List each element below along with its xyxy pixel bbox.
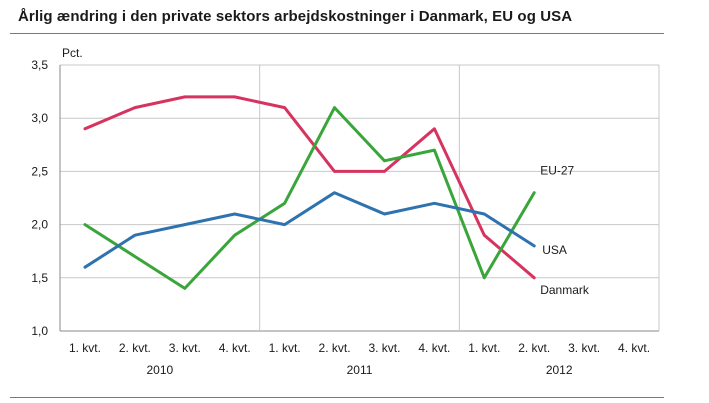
series-line-usa (83, 191, 536, 269)
chart-title: Årlig ændring i den private sektors arbe… (18, 8, 573, 25)
series-line-danmark (83, 95, 536, 280)
x-tick-label: 1. kvt. (69, 341, 101, 355)
y-tick-label: 1,5 (31, 271, 48, 285)
year-label: 2012 (546, 363, 573, 377)
series-label-danmark: Danmark (540, 283, 590, 297)
series-label-eu-27: EU-27 (540, 164, 574, 178)
y-tick-label: 2,5 (31, 164, 48, 178)
series-label-usa: USA (542, 243, 567, 257)
x-tick-label: 1. kvt. (468, 341, 500, 355)
x-tick-label: 4. kvt. (219, 341, 251, 355)
x-tick-label: 3. kvt. (169, 341, 201, 355)
year-label: 2011 (347, 363, 373, 377)
series-line-eu-27 (83, 106, 536, 290)
title-rule (10, 33, 664, 34)
x-tick-label: 4. kvt. (418, 341, 450, 355)
y-tick-label: 2,0 (31, 218, 48, 232)
x-tick-label: 4. kvt. (618, 341, 650, 355)
x-tick-label: 3. kvt. (368, 341, 400, 355)
x-tick-label: 3. kvt. (568, 341, 600, 355)
y-tick-label: 3,0 (31, 111, 48, 125)
y-tick-label: 3,5 (31, 58, 48, 72)
x-tick-label: 2. kvt. (319, 341, 351, 355)
x-tick-label: 2. kvt. (518, 341, 550, 355)
y-tick-label: 1,0 (31, 324, 48, 338)
bottom-rule (10, 397, 664, 398)
year-label: 2010 (146, 363, 173, 377)
x-tick-label: 1. kvt. (269, 341, 301, 355)
x-tick-label: 2. kvt. (119, 341, 151, 355)
y-axis-unit: Pct. (62, 46, 83, 60)
